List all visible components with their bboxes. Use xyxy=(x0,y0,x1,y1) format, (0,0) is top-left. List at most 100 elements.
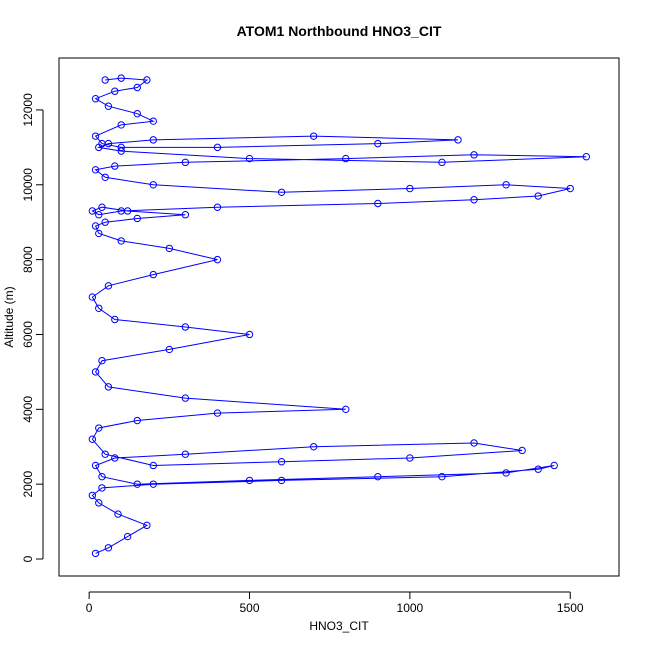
point xyxy=(534,192,542,200)
point xyxy=(117,147,125,155)
point xyxy=(91,222,100,230)
point xyxy=(149,181,157,189)
point xyxy=(98,472,106,481)
point xyxy=(133,416,141,425)
x-axis-label: HNO3_CIT xyxy=(309,619,369,633)
point xyxy=(213,255,222,264)
point xyxy=(342,405,350,414)
point xyxy=(181,394,190,402)
point xyxy=(123,532,132,541)
point xyxy=(181,323,190,331)
point xyxy=(582,153,590,161)
point xyxy=(117,121,125,129)
point xyxy=(111,162,119,170)
point xyxy=(91,166,100,174)
point xyxy=(88,207,97,215)
y-tick-label: 4000 xyxy=(21,396,35,423)
plot-box xyxy=(58,57,620,577)
point xyxy=(470,196,478,204)
point xyxy=(117,237,125,245)
point xyxy=(550,461,558,470)
x-tick-label: 0 xyxy=(86,601,93,615)
point xyxy=(438,472,446,481)
point xyxy=(309,443,318,451)
y-tick-label: 2000 xyxy=(21,470,35,497)
point xyxy=(104,282,113,290)
x-tick-label: 1500 xyxy=(557,601,584,615)
point xyxy=(342,154,350,163)
point xyxy=(181,158,190,167)
point xyxy=(374,139,382,148)
point xyxy=(181,450,190,458)
point xyxy=(91,461,100,470)
point xyxy=(277,188,286,196)
point xyxy=(111,454,119,462)
x-tick-label: 1000 xyxy=(397,601,424,615)
point xyxy=(181,211,190,219)
point xyxy=(95,499,103,507)
point xyxy=(98,203,106,211)
point xyxy=(438,158,446,167)
point xyxy=(101,76,109,84)
point xyxy=(111,87,119,95)
point xyxy=(213,203,222,211)
point xyxy=(566,184,574,193)
point xyxy=(114,510,122,518)
point xyxy=(245,476,254,485)
y-tick-label: 12000 xyxy=(21,93,35,127)
point xyxy=(470,151,478,159)
chart-title: ATOM1 Northbound HNO3_CIT xyxy=(237,23,442,39)
point xyxy=(95,424,103,432)
y-tick-label: 8000 xyxy=(21,246,35,273)
point xyxy=(91,132,100,140)
y-axis-label: Altitude (m) xyxy=(2,286,16,347)
point xyxy=(406,184,414,193)
point xyxy=(98,356,106,365)
point xyxy=(91,368,100,376)
point xyxy=(101,218,109,226)
y-tick-label: 0 xyxy=(21,555,35,562)
y-tick-label: 10000 xyxy=(21,168,35,202)
point xyxy=(454,136,462,144)
point xyxy=(117,207,125,215)
point xyxy=(104,383,113,391)
point xyxy=(245,330,254,339)
point xyxy=(98,484,106,492)
point xyxy=(374,472,382,481)
point xyxy=(277,476,286,485)
point xyxy=(149,117,157,125)
point xyxy=(104,102,113,110)
point xyxy=(149,270,157,279)
point xyxy=(111,315,119,324)
point xyxy=(95,304,103,312)
point xyxy=(149,461,157,470)
point xyxy=(213,143,222,152)
point xyxy=(165,345,174,354)
point xyxy=(98,139,106,148)
point xyxy=(133,109,141,118)
point xyxy=(309,132,318,140)
series-line xyxy=(91,77,587,554)
point xyxy=(143,76,151,84)
point xyxy=(143,521,151,530)
point xyxy=(213,409,222,417)
point xyxy=(502,469,510,477)
point xyxy=(534,465,542,473)
point xyxy=(502,181,510,189)
point xyxy=(101,450,109,458)
x-tick-label: 500 xyxy=(239,601,259,615)
point xyxy=(91,95,100,103)
point xyxy=(470,439,478,447)
point xyxy=(88,435,97,443)
point xyxy=(101,173,109,182)
point xyxy=(117,74,125,82)
point xyxy=(88,293,97,301)
point xyxy=(133,83,141,92)
y-tick-label: 6000 xyxy=(21,321,35,348)
point xyxy=(95,211,103,219)
point xyxy=(95,229,103,238)
point xyxy=(149,480,157,488)
point xyxy=(117,143,125,152)
point xyxy=(88,491,97,500)
